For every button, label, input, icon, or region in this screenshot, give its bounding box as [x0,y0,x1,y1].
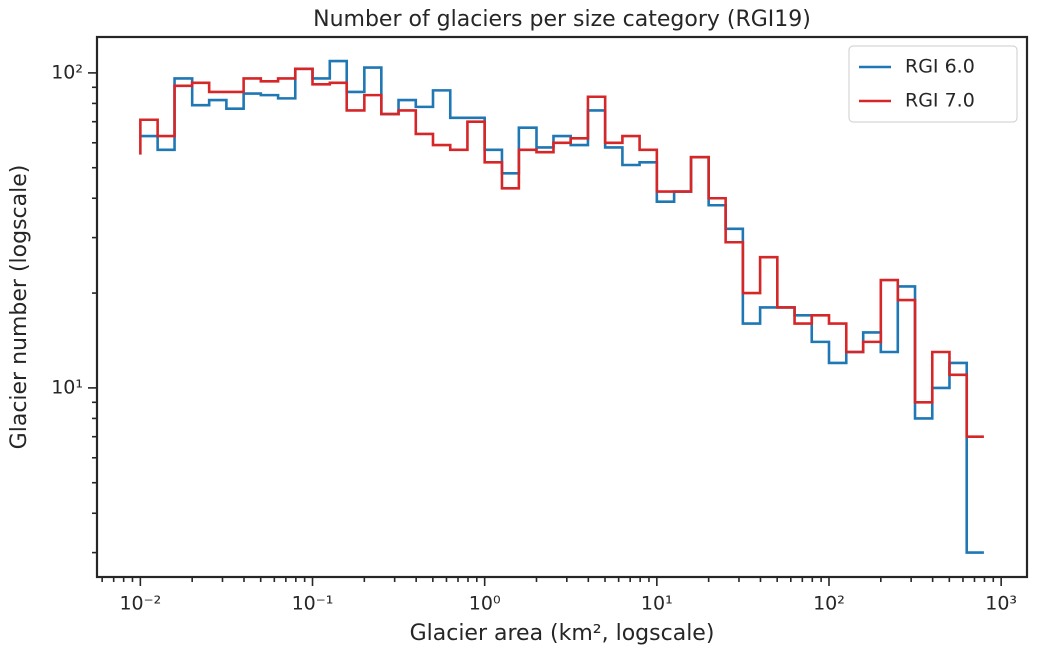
chart-title: Number of glaciers per size category (RG… [313,7,811,32]
y-axis-label: Glacier number (logscale) [7,165,32,450]
x-axis-label: Glacier area (km², logscale) [410,621,715,646]
series-line [140,59,984,554]
x-tick-label: 10² [813,593,845,615]
x-tick-label: 10⁰ [469,593,501,615]
x-tick-label: 10⁻² [119,593,161,615]
y-tick-label: 10¹ [51,376,83,398]
legend-label: RGI 7.0 [905,90,975,112]
legend-label: RGI 6.0 [905,56,975,78]
series-line [139,67,984,438]
y-tick-label: 10² [51,61,83,83]
x-tick-label: 10⁻¹ [292,593,334,615]
x-tick-label: 10¹ [641,593,673,615]
plot-frame [95,35,1029,579]
legend-box [848,45,1018,123]
x-tick-label: 10³ [985,593,1017,615]
